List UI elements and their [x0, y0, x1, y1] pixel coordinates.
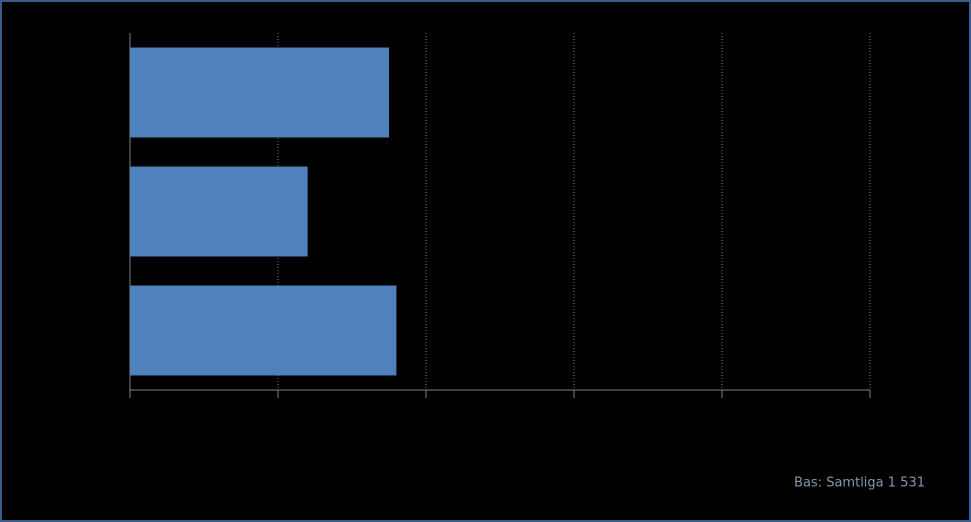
bar	[130, 166, 308, 257]
x-tick-label: 40	[418, 405, 435, 420]
x-tick-label: 100	[858, 405, 883, 420]
bar	[130, 47, 389, 138]
x-tick-label: 0	[126, 405, 134, 420]
x-tick-label: 60	[566, 405, 583, 420]
base-note: Bas: Samtliga 1 531	[794, 476, 925, 491]
x-tick-label: 20	[270, 405, 287, 420]
x-tick-label: 80	[714, 405, 731, 420]
bar	[130, 285, 397, 376]
